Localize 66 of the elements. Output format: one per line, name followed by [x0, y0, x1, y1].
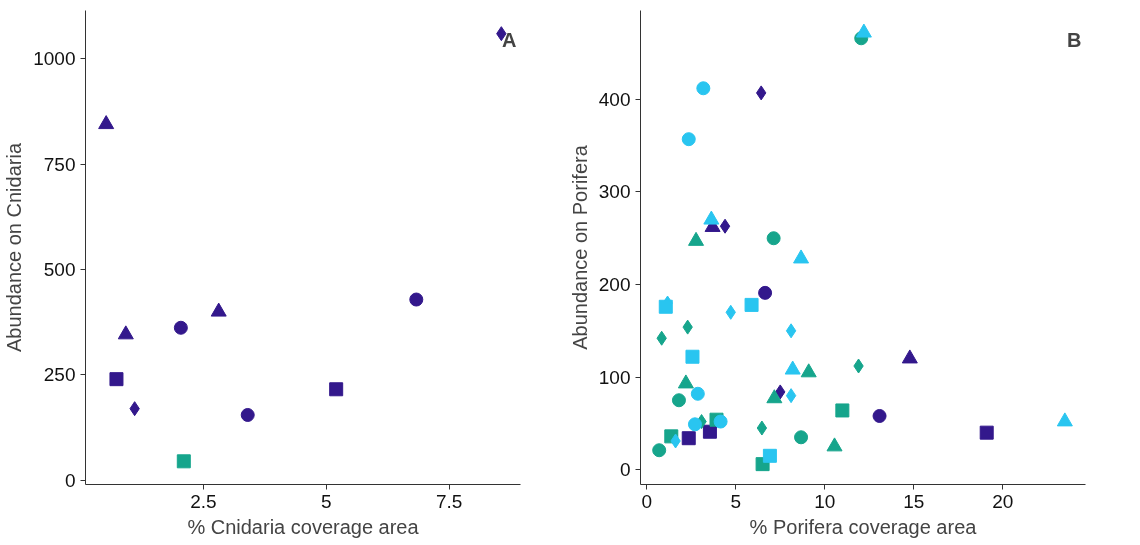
annotation: B — [1067, 28, 1082, 51]
y-axis-title: Abundance on Cnidaria — [3, 142, 26, 353]
point — [744, 297, 759, 312]
point — [690, 386, 705, 401]
y-tick-label: 400 — [598, 88, 631, 110]
point — [210, 302, 227, 317]
y-tick-label: 300 — [598, 181, 631, 203]
point — [901, 349, 918, 364]
point — [329, 382, 344, 397]
point — [117, 325, 134, 340]
point — [687, 417, 702, 432]
point — [681, 431, 696, 446]
point — [671, 393, 686, 408]
point — [719, 218, 731, 234]
point — [685, 349, 700, 364]
y-axis-title: Abundance on Porifera — [568, 144, 591, 350]
point — [702, 424, 717, 439]
y-tick-label: 750 — [43, 153, 76, 175]
point — [766, 231, 781, 246]
point — [785, 323, 797, 339]
x-tick-label: 15 — [903, 490, 925, 512]
x-tick-label: 10 — [814, 490, 836, 512]
x-axis-title: % Cnidaria coverage area — [187, 515, 420, 538]
point — [696, 81, 711, 96]
x-axis-title: % Porifera coverage area — [749, 515, 978, 538]
point — [800, 363, 817, 378]
point — [1056, 412, 1073, 427]
point — [758, 285, 773, 300]
point — [784, 360, 801, 375]
y-tick-label: 1000 — [33, 48, 76, 70]
point — [703, 210, 720, 225]
x-tick-label: 5 — [321, 490, 332, 512]
point — [173, 320, 188, 335]
point — [762, 448, 777, 463]
y-tick-label: 0 — [619, 459, 631, 481]
y-tick-label: 250 — [43, 364, 76, 386]
x-tick-label: 2.5 — [190, 490, 217, 512]
point — [794, 430, 809, 445]
point — [793, 249, 810, 264]
point — [979, 425, 994, 440]
point — [109, 372, 124, 387]
point — [658, 299, 673, 314]
point — [98, 115, 115, 130]
x-tick-label: 7.5 — [436, 490, 463, 512]
point — [409, 292, 424, 307]
point — [785, 388, 797, 404]
point — [677, 374, 694, 389]
y-tick-label: 100 — [598, 366, 631, 388]
point — [835, 403, 850, 418]
point — [713, 414, 728, 429]
point — [855, 23, 872, 38]
point — [756, 420, 768, 436]
point — [872, 409, 887, 423]
point — [176, 454, 191, 469]
point — [240, 407, 255, 422]
y-tick-label: 0 — [64, 469, 76, 491]
x-tick-label: 20 — [992, 490, 1014, 512]
point — [826, 437, 843, 452]
point — [681, 132, 696, 147]
y-tick-label: 200 — [598, 274, 631, 296]
point — [766, 389, 783, 404]
y-tick-label: 500 — [43, 259, 76, 281]
x-tick-label: 0 — [641, 490, 653, 512]
annotation: A — [502, 28, 517, 51]
x-tick-label: 5 — [730, 490, 742, 512]
point — [652, 443, 667, 458]
